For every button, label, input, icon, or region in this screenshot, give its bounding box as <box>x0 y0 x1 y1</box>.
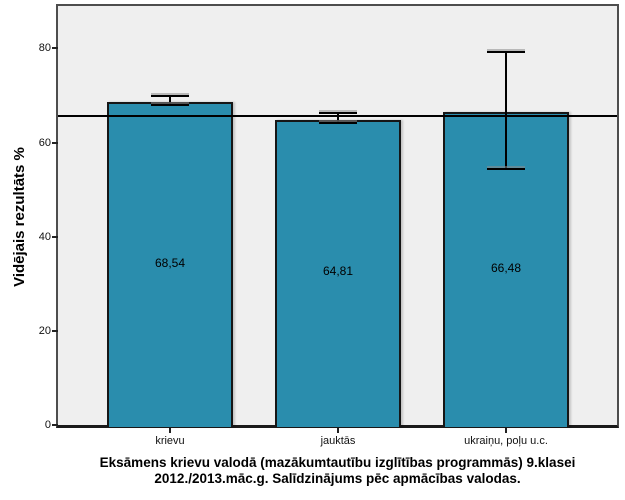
y-tick-mark <box>52 47 58 50</box>
x-tick-label: krievu <box>155 435 185 447</box>
error-bar-cap-top <box>151 95 189 98</box>
chart-title-line1: Eksāmens krievu valodā (mazākumtautību i… <box>99 455 576 470</box>
x-tick-mark <box>505 428 507 433</box>
y-tick-label: 80 <box>38 42 51 55</box>
bar-value-label: 64,81 <box>322 264 354 279</box>
x-tick-label: jauktās <box>320 435 356 447</box>
bar <box>107 102 233 427</box>
error-bar-cap-bottom <box>487 167 525 170</box>
error-bar-cap-top <box>319 112 357 115</box>
error-bar-cap-top <box>487 50 525 53</box>
error-bar-cap-bottom <box>319 122 357 125</box>
y-tick-mark <box>52 141 58 144</box>
error-bar <box>337 113 339 124</box>
y-tick-label: 60 <box>38 136 51 149</box>
bar-value-label: 66,48 <box>490 260 522 275</box>
y-tick-mark <box>52 424 58 426</box>
x-tick-mark <box>169 428 171 433</box>
bar <box>275 119 401 427</box>
chart-title: Eksāmens krievu valodā (mazākumtautību i… <box>58 455 617 486</box>
y-axis-title: Vidējais rezultāts % <box>11 147 28 287</box>
error-bar-cap-bottom <box>151 104 189 107</box>
x-tick-mark <box>337 428 339 433</box>
error-bar <box>169 96 171 106</box>
y-tick-mark <box>52 329 58 332</box>
y-tick-label: 40 <box>38 230 51 243</box>
chart-title-line2: 2012./2013.māc.g. Salīdzinājums pēc apmā… <box>154 470 521 486</box>
y-tick-label: 20 <box>38 324 51 337</box>
bar-value-label: 68,54 <box>154 255 186 270</box>
y-tick-label: 0 <box>44 419 51 431</box>
y-tick-mark <box>52 235 58 238</box>
x-tick-label: ukraiņu, poļu u.c. <box>464 435 548 447</box>
plot-area: 68,54 64,81 66,48 <box>56 4 619 428</box>
error-bar <box>505 51 507 169</box>
